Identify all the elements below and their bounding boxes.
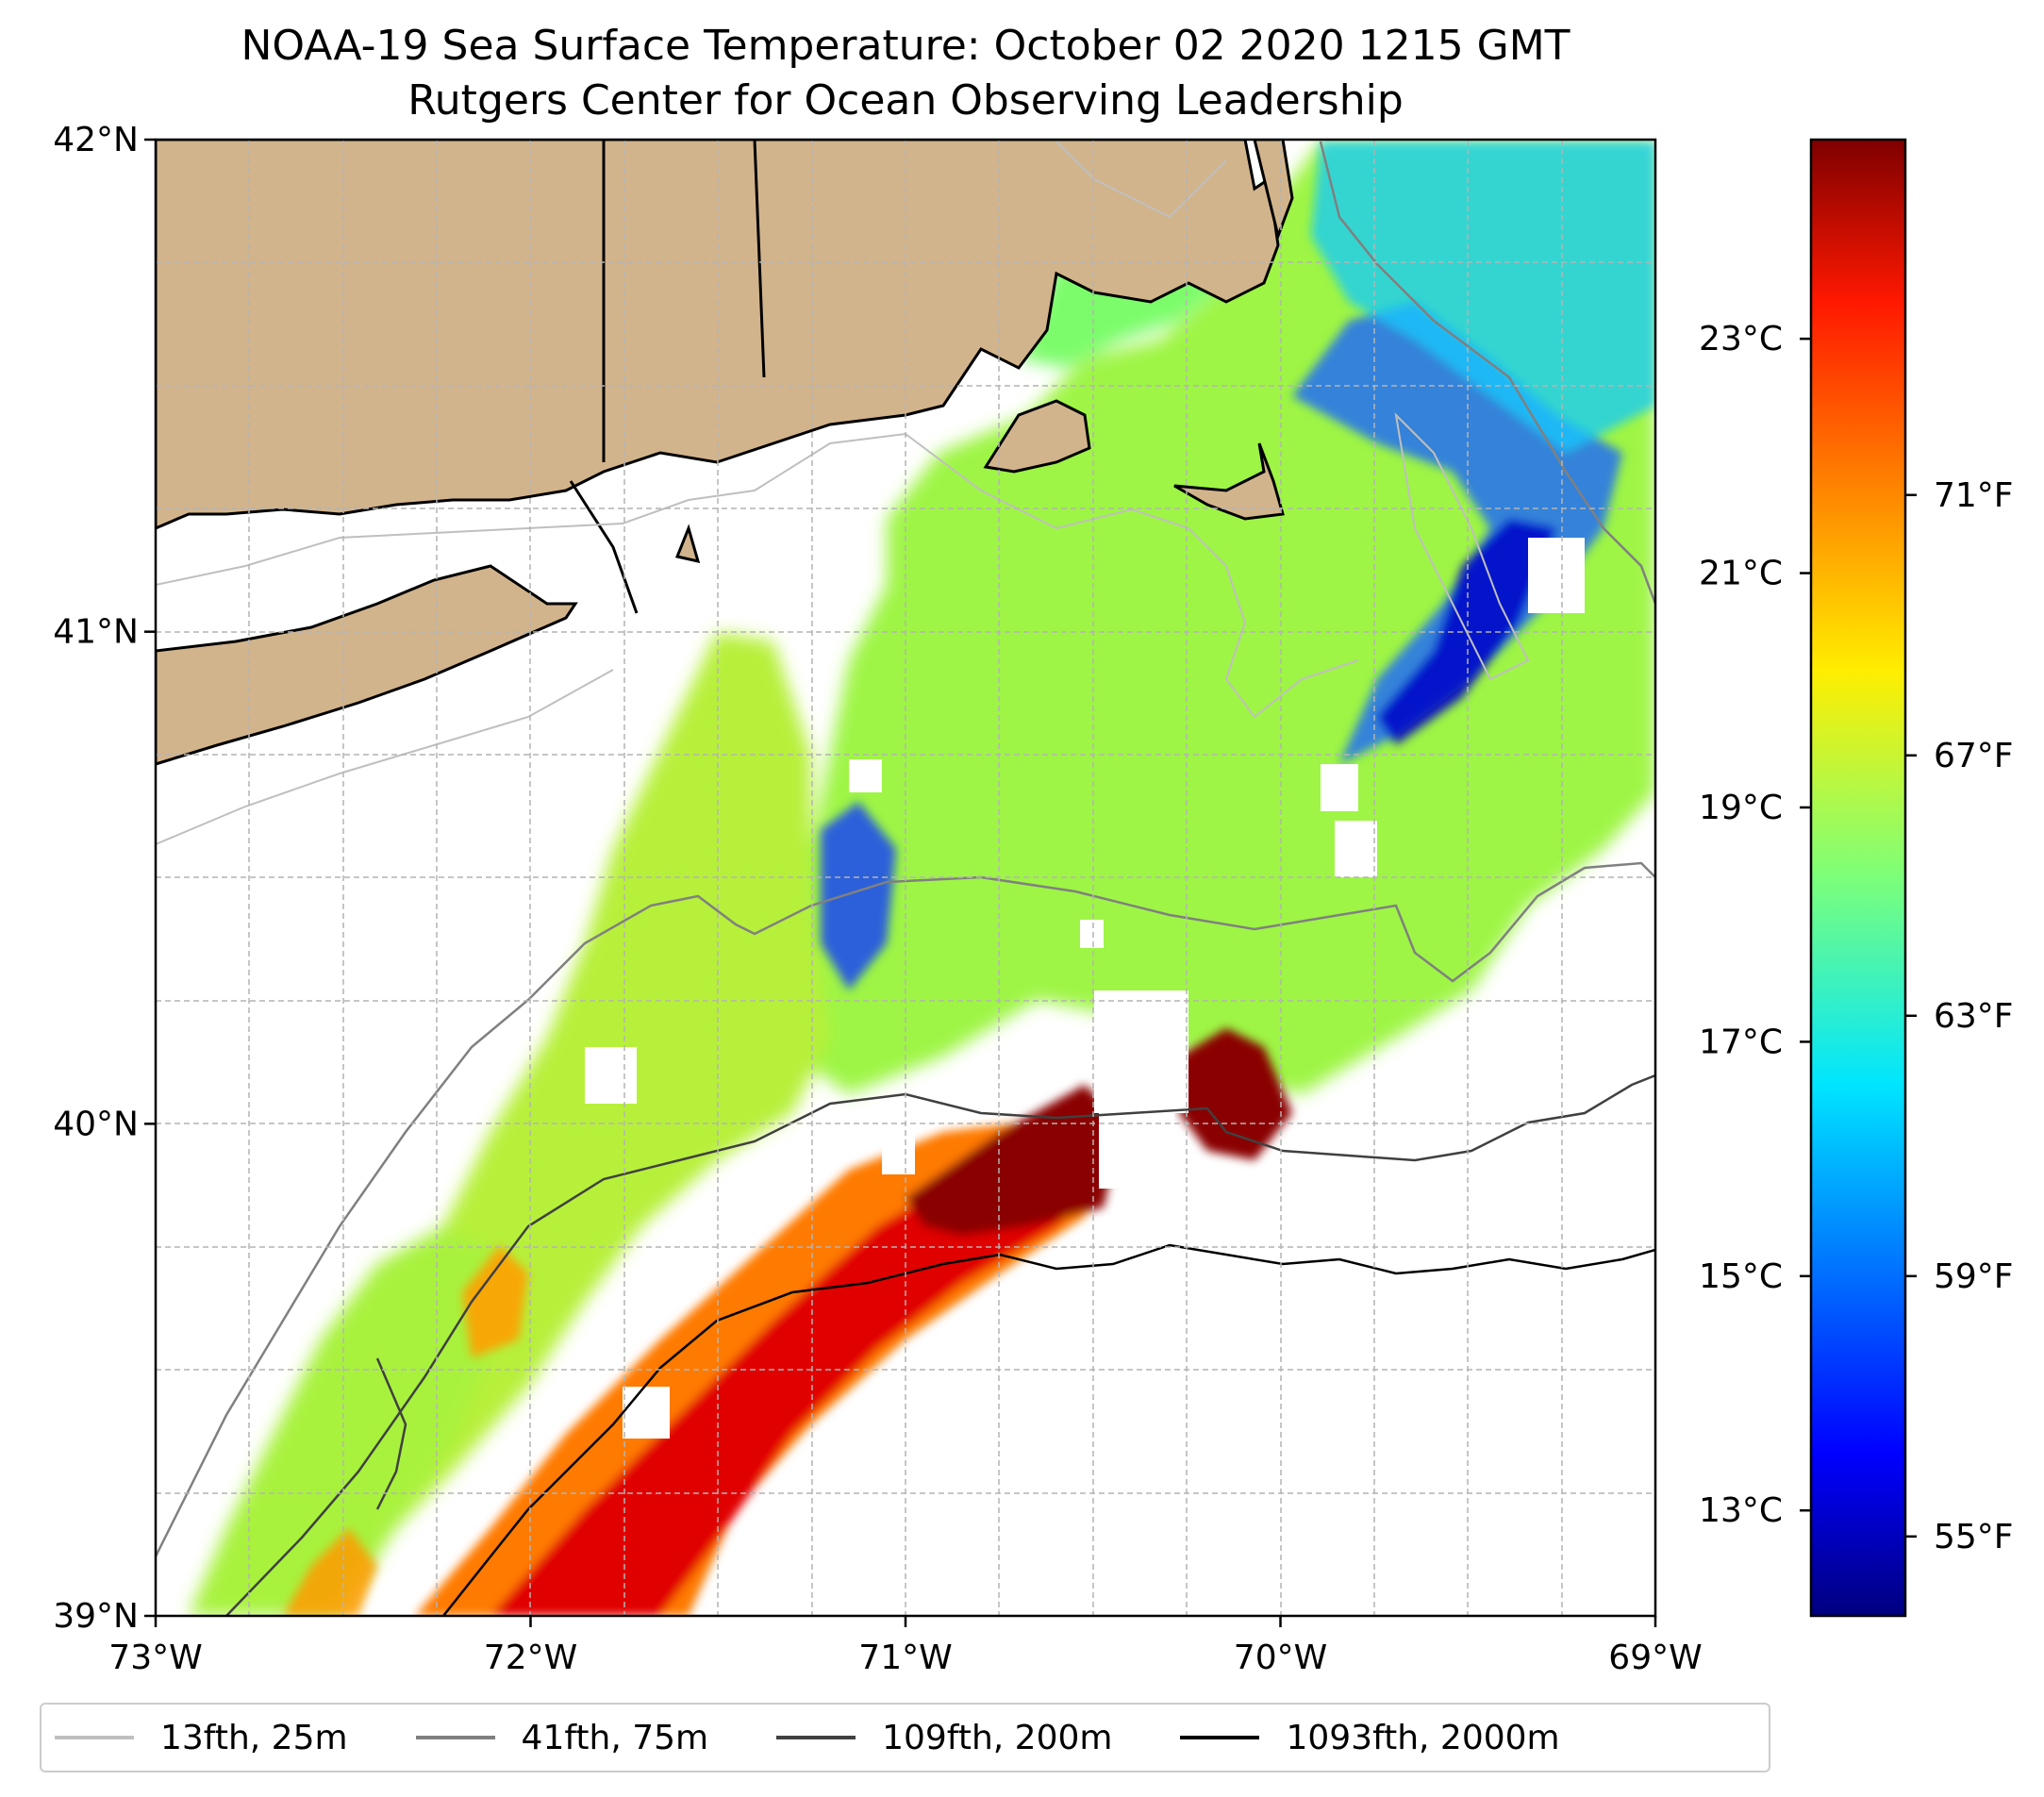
legend-item-2000m: 1093fth, 2000m [1180, 1718, 1560, 1757]
celsius-tick-label: 19°C [1699, 789, 1783, 827]
colorbar-fahrenheit-ticks: 55°F 59°F 63°F 67°F 71°F [1905, 476, 2014, 1556]
isobath-25m-ne [1055, 141, 1227, 219]
celsius-tick-label: 15°C [1699, 1257, 1783, 1296]
colorbar-celsius-ticks: 13°C 15°C 17°C 19°C 21°C 23°C [1699, 320, 1811, 1530]
legend-label: 41fth, 75m [521, 1718, 709, 1757]
border-ny-ct [569, 480, 639, 614]
figure-title: NOAA-19 Sea Surface Temperature: October… [241, 22, 1570, 70]
x-tick-label: 71°W [858, 1639, 952, 1677]
legend-line-2000m [1180, 1736, 1260, 1739]
isobath-25m-shoals [1394, 412, 1530, 681]
sst-orange-tip [283, 1528, 377, 1616]
x-tick-label: 73°W [108, 1639, 202, 1677]
y-tick-label: 42°N [53, 121, 139, 159]
isobath-75m-east [1319, 141, 1655, 605]
isobath-2000m [442, 1243, 1655, 1616]
fahrenheit-tick-label: 71°F [1934, 476, 2014, 515]
celsius-tick-label: 21°C [1699, 555, 1783, 593]
sst-cyan-ne [1311, 141, 1655, 453]
legend-item-200m: 109fth, 200m [776, 1719, 1112, 1757]
state-borders [569, 140, 766, 614]
fahrenheit-tick-label: 63°F [1934, 997, 2014, 1036]
legend-line-25m [55, 1736, 134, 1739]
sst-sw-shelf [189, 1226, 500, 1616]
celsius-tick-label: 17°C [1699, 1023, 1783, 1061]
legend-label: 1093fth, 2000m [1286, 1718, 1560, 1757]
border-ri-ma [753, 140, 766, 378]
sst-hot-core [906, 1085, 1122, 1236]
x-tick-label: 69°W [1608, 1639, 1702, 1677]
isobath-legend: 13fth, 25m 41fth, 75m 109fth, 200m 1093f… [40, 1703, 1770, 1772]
y-tick-label: 39°N [53, 1597, 139, 1636]
isobath-25m-north [156, 432, 1359, 719]
fahrenheit-tick-label: 59°F [1934, 1257, 2014, 1296]
legend-item-25m: 13fth, 25m [55, 1719, 348, 1757]
x-tick-label: 72°W [484, 1639, 577, 1677]
y-axis-ticks: 42°N 41°N 40°N 39°N [53, 121, 156, 1636]
x-tick-label: 70°W [1234, 1639, 1327, 1677]
cloud-gaps [585, 538, 1585, 1439]
colorbar-scale [1809, 138, 1907, 1618]
isobath-75m [156, 861, 1655, 1557]
legend-label: 109fth, 200m [882, 1718, 1113, 1757]
y-tick-label: 40°N [53, 1105, 139, 1143]
isobath-200m [225, 1073, 1655, 1616]
fahrenheit-tick-label: 67°F [1934, 737, 2014, 775]
celsius-tick-label: 23°C [1699, 320, 1783, 358]
land-martha-vineyard [983, 399, 1091, 474]
isobath-200m-west [375, 1357, 407, 1510]
sst-hot-patch-east [1179, 1028, 1292, 1160]
gridlines [156, 140, 1655, 1616]
land-nantucket [1173, 442, 1285, 521]
y-tick-label: 41°N [53, 613, 139, 652]
fahrenheit-tick-label: 55°F [1934, 1518, 2014, 1556]
legend-item-75m: 41fth, 75m [415, 1718, 709, 1757]
land-long-island [156, 564, 578, 766]
isobath-25m-li [156, 669, 614, 845]
isobaths [156, 141, 1655, 1616]
land-cape-cod-tip [1253, 140, 1294, 241]
legend-label: 13fth, 25m [160, 1718, 348, 1757]
legend-line-75m [415, 1736, 495, 1739]
land-block-island [674, 524, 701, 564]
figure-subtitle: Rutgers Center for Ocean Observing Leade… [407, 76, 1404, 125]
legend-line-200m [776, 1736, 856, 1739]
x-axis-ticks: 73°W 72°W 71°W 70°W 69°W [108, 1616, 1703, 1677]
sst-orange-sw [462, 1245, 528, 1358]
celsius-tick-label: 13°C [1699, 1491, 1783, 1530]
sst-cold-west-eddy [821, 802, 896, 990]
